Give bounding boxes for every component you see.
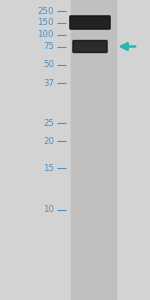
Text: 15: 15 <box>43 164 54 172</box>
Text: 150: 150 <box>38 18 54 27</box>
Text: 37: 37 <box>43 79 54 88</box>
Text: 10: 10 <box>43 206 54 214</box>
Text: 75: 75 <box>43 42 54 51</box>
Text: 250: 250 <box>38 7 54 16</box>
Bar <box>70 0 116 300</box>
FancyBboxPatch shape <box>70 16 110 29</box>
Text: 100: 100 <box>38 30 54 39</box>
FancyBboxPatch shape <box>73 40 107 52</box>
Text: 50: 50 <box>43 60 54 69</box>
Text: 25: 25 <box>43 118 54 127</box>
Text: 20: 20 <box>43 136 54 146</box>
